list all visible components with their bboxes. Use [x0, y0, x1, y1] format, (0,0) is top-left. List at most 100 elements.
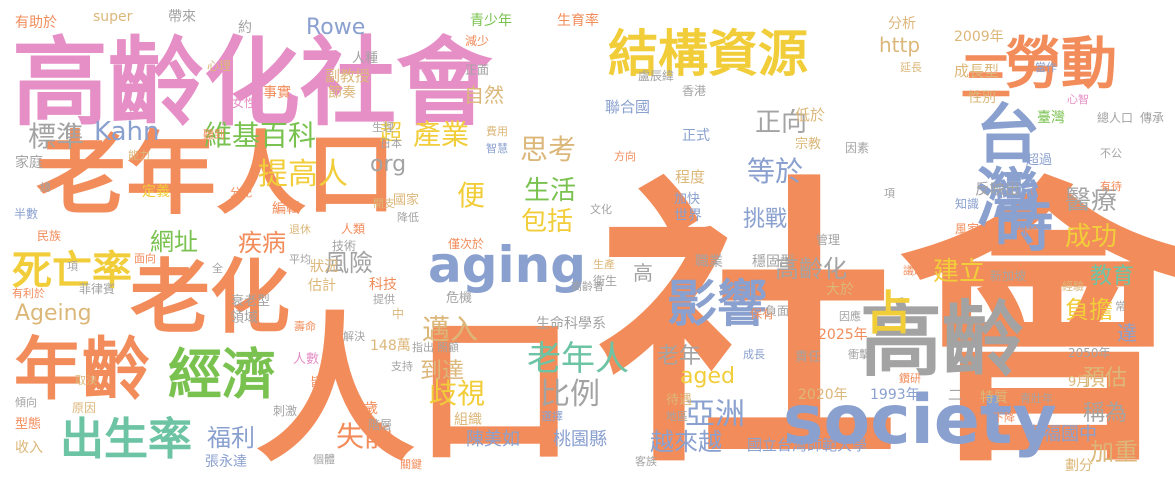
- word-12: aging: [428, 236, 586, 294]
- word-172: 皆: [310, 375, 322, 389]
- word-191: 短缺: [1095, 432, 1117, 446]
- word-161: 老師: [1025, 326, 1053, 342]
- word-79: 總人口: [1097, 110, 1133, 125]
- word-136: 人類: [341, 222, 365, 236]
- word-100: 不公: [1100, 147, 1122, 160]
- word-30: 歧視: [429, 377, 485, 410]
- word-154: 中: [392, 306, 404, 321]
- word-43: 預估: [1083, 366, 1127, 391]
- word-11: 經濟: [168, 343, 276, 406]
- word-67: 分析: [888, 16, 916, 32]
- word-50: 包括: [521, 207, 573, 237]
- word-62: 桃園縣: [553, 429, 607, 450]
- word-25: 思考: [520, 133, 576, 166]
- word-179: 9月: [1068, 375, 1089, 390]
- word-92: 有助於: [15, 15, 57, 31]
- word-174: 2020年: [798, 387, 848, 403]
- word-38: 建立: [933, 257, 985, 287]
- word-95: 盧辰緯: [638, 68, 674, 83]
- word-53: 疾病: [238, 229, 286, 257]
- word-73: 生育率: [557, 12, 599, 29]
- word-87: 心理: [207, 59, 231, 73]
- word-29: 邁入: [422, 313, 478, 346]
- word-76: 聯合國: [605, 98, 650, 116]
- word-93: 減少: [465, 33, 489, 48]
- word-130: 經驗: [1062, 279, 1084, 293]
- word-61: 幸福國中: [1025, 424, 1097, 445]
- word-99: 超過: [1026, 153, 1052, 168]
- word-77: 延長: [900, 61, 922, 74]
- word-157: 保有: [750, 307, 774, 321]
- word-169: 2050年: [1068, 346, 1111, 360]
- word-186: 組織: [454, 412, 482, 428]
- word-144: 衛生: [593, 274, 617, 288]
- word-127: 管理: [816, 232, 840, 247]
- word-132: 民族: [37, 229, 61, 243]
- word-96: 香港: [682, 84, 706, 98]
- word-123: 項: [884, 187, 895, 200]
- word-3: 老年人口: [36, 122, 396, 227]
- word-184: 歲: [364, 401, 378, 417]
- word-122: 僅次於: [448, 236, 484, 251]
- word-124: 知識: [955, 197, 979, 211]
- word-0: 社會: [598, 154, 1175, 482]
- word-118: 程度: [675, 168, 705, 186]
- word-147: 穩固型: [752, 254, 794, 270]
- word-181: 傾向: [15, 395, 37, 409]
- word-2: 高齡化社會: [12, 27, 493, 139]
- word-164: 指出: [412, 340, 434, 354]
- word-40: 醫療: [1065, 186, 1117, 216]
- word-78: 臺灣: [1037, 110, 1065, 126]
- word-80: 傳承: [1140, 111, 1164, 125]
- word-45: 加重: [1090, 438, 1138, 466]
- word-4: 老化: [130, 251, 290, 344]
- word-170: 常: [1115, 300, 1126, 313]
- word-70: 反映出: [975, 180, 1020, 198]
- word-105: 生理: [372, 120, 394, 134]
- word-10: 結構資源: [608, 25, 808, 83]
- word-141: 估計: [308, 278, 336, 294]
- word-44: 稱為: [1083, 401, 1127, 426]
- word-6: 年齡: [14, 331, 150, 410]
- word-85: 事實: [263, 84, 291, 101]
- word-182: 原因: [72, 401, 96, 415]
- word-111: 定義: [142, 183, 170, 200]
- word-126: 討論: [1017, 224, 1039, 238]
- word-39: 成功: [1065, 222, 1117, 252]
- word-59: 超: [380, 121, 402, 146]
- word-15: 出生率: [60, 414, 192, 465]
- word-46: 達: [1117, 321, 1137, 345]
- word-51: 便: [457, 179, 485, 212]
- word-58: org: [370, 152, 406, 177]
- word-133: 項: [67, 260, 78, 273]
- word-52: 網址: [150, 228, 198, 256]
- word-32: 失能: [336, 420, 392, 453]
- word-42: 負擔: [1065, 296, 1113, 324]
- word-20: 死亡率: [12, 248, 132, 294]
- word-37: 高齡化: [775, 255, 847, 283]
- word-69: 成長型: [954, 62, 999, 80]
- word-128: 新加坡: [990, 268, 1026, 283]
- word-74: 正式: [682, 128, 710, 144]
- word-101: 有待: [1100, 179, 1122, 193]
- word-24: 產業: [413, 118, 469, 151]
- word-65: 生命科學系: [536, 315, 606, 332]
- word-75: 低於: [795, 106, 825, 124]
- word-131: 半數: [14, 207, 38, 221]
- word-134: 面向: [134, 251, 156, 265]
- word-36: 挑戰: [743, 207, 787, 232]
- word-145: 高齡者: [571, 279, 604, 293]
- word-72: 青少年: [470, 13, 512, 29]
- word-81: 心智: [1067, 92, 1089, 106]
- word-192: 型態: [15, 416, 41, 432]
- word-197: 客族: [635, 454, 657, 468]
- word-97: 宗教: [795, 136, 821, 152]
- word-22: 提高人: [258, 157, 348, 192]
- word-17: 比例: [540, 377, 600, 412]
- word-56: 到達: [420, 359, 464, 384]
- word-120: 世界: [674, 208, 702, 224]
- word-173: 支持: [391, 359, 413, 373]
- word-27: Kahn: [94, 117, 159, 147]
- word-112: 分配: [230, 186, 252, 199]
